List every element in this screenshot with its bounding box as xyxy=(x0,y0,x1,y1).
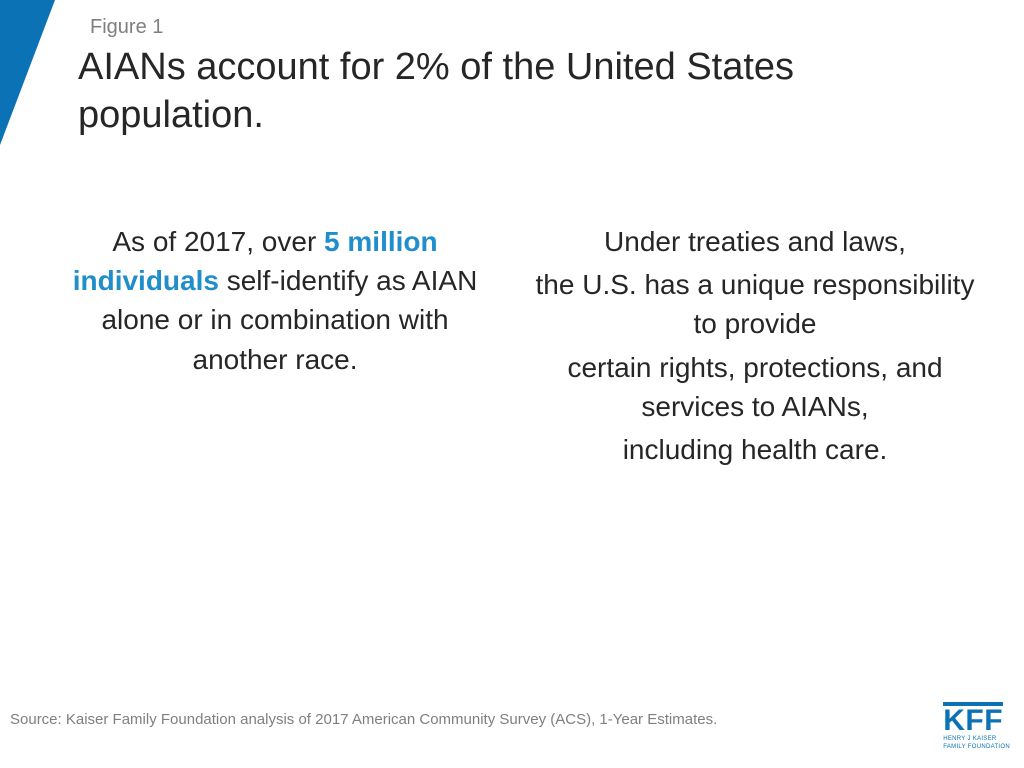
source-note: Source: Kaiser Family Foundation analysi… xyxy=(10,711,717,728)
left-text-pre: As of 2017, over xyxy=(112,226,324,257)
right-line-4: including health care. xyxy=(535,430,975,469)
figure-label: Figure 1 xyxy=(90,16,163,39)
slide-title: AIANs account for 2% of the United State… xyxy=(78,44,938,139)
kff-logo-sub1: HENRY J KAISER xyxy=(943,736,1010,742)
kff-logo-sub2: FAMILY FOUNDATION xyxy=(943,744,1010,750)
right-line-3: certain rights, protections, and service… xyxy=(535,348,975,426)
slide: Figure 1 AIANs account for 2% of the Uni… xyxy=(0,0,1024,768)
right-line-2: the U.S. has a unique responsibility to … xyxy=(535,265,975,343)
right-column: Under treaties and laws, the U.S. has a … xyxy=(535,222,975,473)
left-column: As of 2017, over 5 million individuals s… xyxy=(55,222,495,473)
right-line-1: Under treaties and laws, xyxy=(535,222,975,261)
body-columns: As of 2017, over 5 million individuals s… xyxy=(55,222,975,473)
kff-logo-text: KFF xyxy=(943,702,1003,734)
corner-accent xyxy=(0,0,55,145)
kff-logo: KFF HENRY J KAISER FAMILY FOUNDATION xyxy=(943,702,1010,750)
